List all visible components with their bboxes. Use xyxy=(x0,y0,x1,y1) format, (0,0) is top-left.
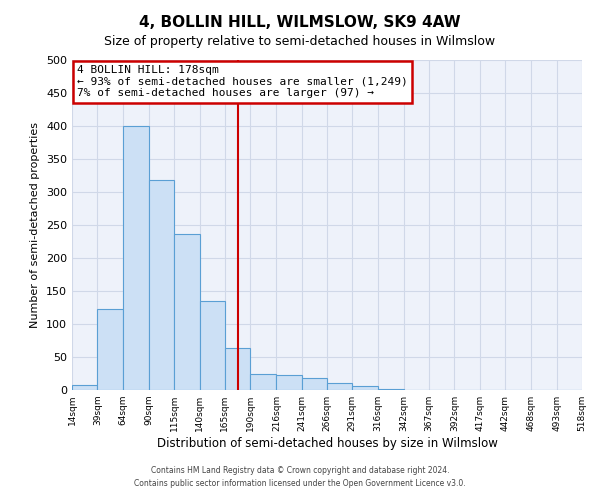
Bar xyxy=(327,382,352,390)
Bar xyxy=(72,386,97,390)
Bar xyxy=(174,234,199,390)
Bar xyxy=(250,374,277,390)
Bar xyxy=(302,378,327,390)
Bar xyxy=(377,388,404,390)
Text: 4 BOLLIN HILL: 178sqm
← 93% of semi-detached houses are smaller (1,249)
7% of se: 4 BOLLIN HILL: 178sqm ← 93% of semi-deta… xyxy=(77,65,408,98)
Bar xyxy=(225,348,250,390)
X-axis label: Distribution of semi-detached houses by size in Wilmslow: Distribution of semi-detached houses by … xyxy=(157,437,497,450)
Text: Size of property relative to semi-detached houses in Wilmslow: Size of property relative to semi-detach… xyxy=(104,35,496,48)
Bar xyxy=(149,180,174,390)
Text: 4, BOLLIN HILL, WILMSLOW, SK9 4AW: 4, BOLLIN HILL, WILMSLOW, SK9 4AW xyxy=(139,15,461,30)
Bar xyxy=(277,376,302,390)
Bar xyxy=(199,301,225,390)
Bar xyxy=(352,386,377,390)
Y-axis label: Number of semi-detached properties: Number of semi-detached properties xyxy=(31,122,40,328)
Bar xyxy=(122,126,149,390)
Text: Contains HM Land Registry data © Crown copyright and database right 2024.
Contai: Contains HM Land Registry data © Crown c… xyxy=(134,466,466,487)
Bar xyxy=(97,309,122,390)
